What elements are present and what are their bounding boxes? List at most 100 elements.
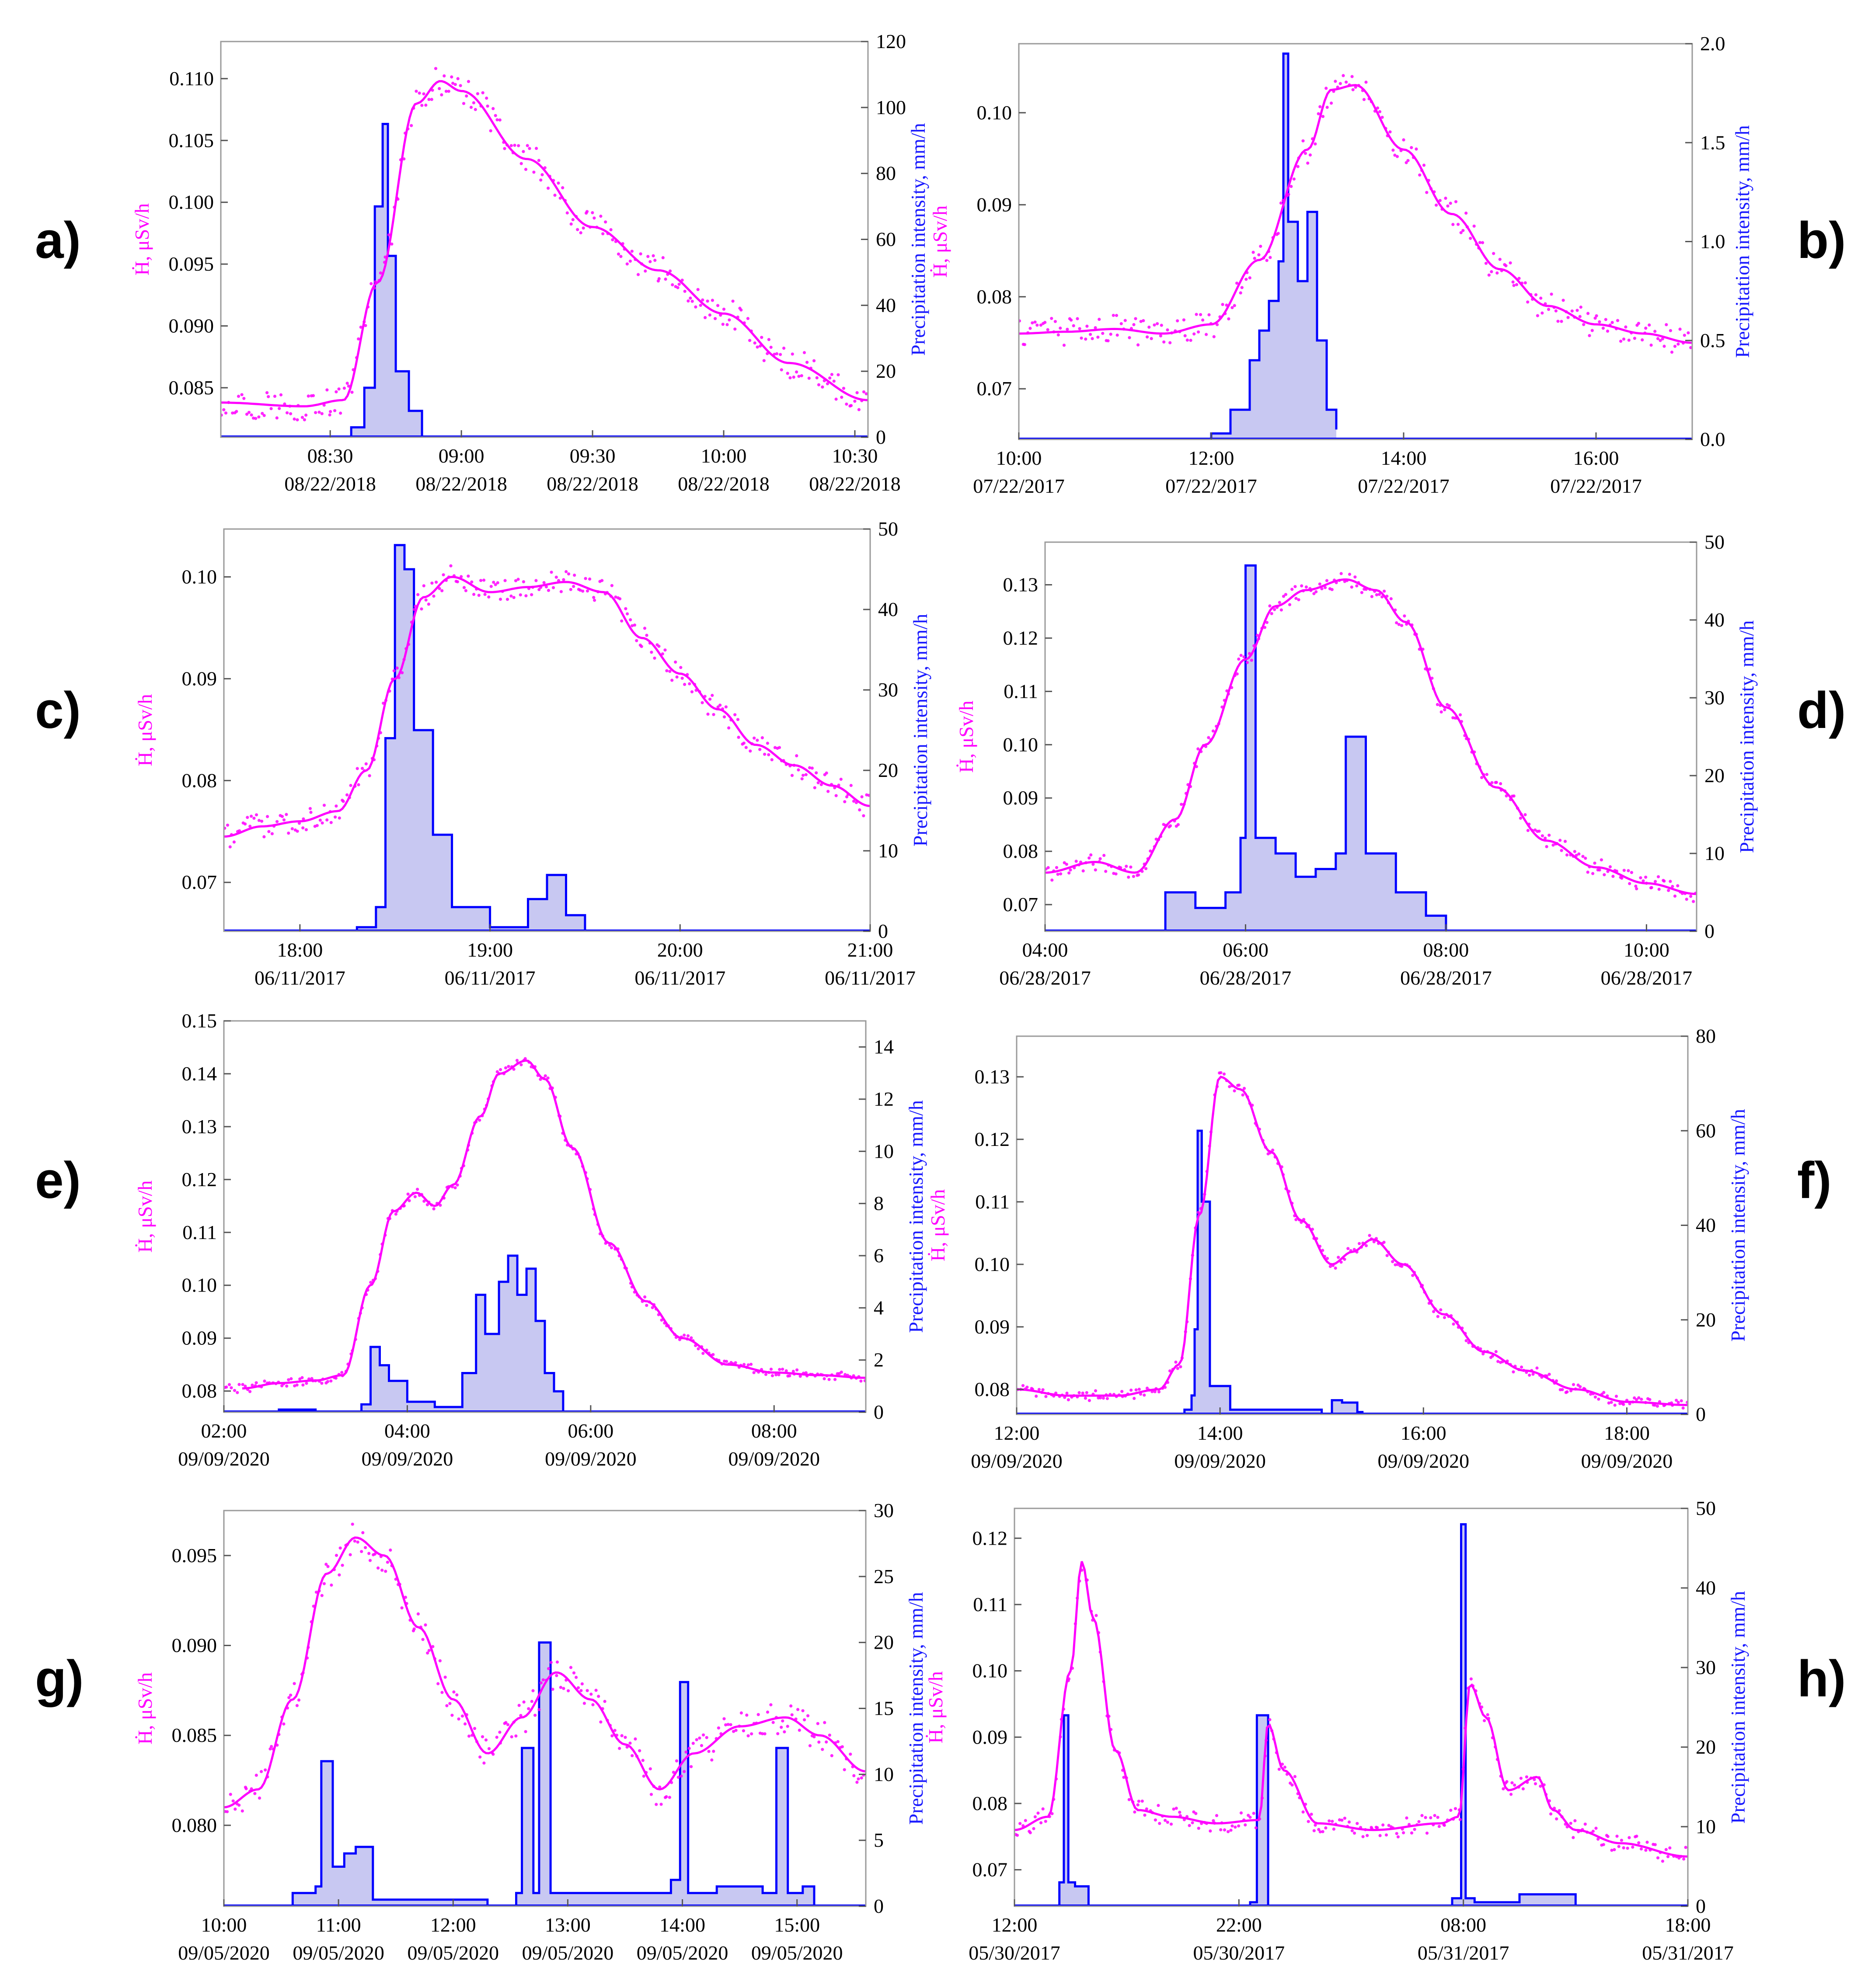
dose-point xyxy=(1259,244,1262,248)
dose-point xyxy=(1317,112,1320,115)
dose-point xyxy=(1584,856,1587,860)
dose-point xyxy=(1435,203,1438,207)
dose-point xyxy=(1630,871,1633,874)
dose-point xyxy=(1547,308,1551,311)
dose-point xyxy=(512,596,516,599)
dose-point xyxy=(1157,1390,1161,1393)
dose-point xyxy=(1174,1807,1178,1810)
dose-point xyxy=(1637,1841,1641,1845)
chart-panel-h: 0.07 0.08 0.09 0.10 0.11 0.12 0 10 20 30 40 50 12:00… xyxy=(924,1497,1846,1964)
dose-point xyxy=(769,1703,773,1706)
dose-point xyxy=(541,1678,545,1682)
y-left-tick-label: 0.09 xyxy=(977,193,1012,216)
dose-point xyxy=(1268,1718,1272,1721)
dose-point xyxy=(301,1383,305,1387)
dose-point xyxy=(1670,350,1674,354)
dose-point xyxy=(718,703,722,707)
dose-point xyxy=(1044,1395,1048,1398)
y-right-tick-label: 30 xyxy=(874,1499,894,1521)
x-tick-date: 09/09/2020 xyxy=(971,1450,1063,1472)
dose-point xyxy=(522,580,525,584)
dose-point xyxy=(387,233,391,237)
dose-point xyxy=(711,299,714,302)
dose-point xyxy=(729,1723,732,1727)
dose-point xyxy=(510,1735,513,1739)
dose-point xyxy=(1615,1835,1619,1838)
y-right-tick-label: 60 xyxy=(876,228,896,251)
dose-point xyxy=(725,323,729,327)
dose-point xyxy=(1382,1240,1386,1244)
dose-point xyxy=(1338,1818,1342,1821)
dose-point xyxy=(495,118,499,122)
dose-point xyxy=(1502,1787,1505,1790)
dose-point xyxy=(250,815,253,818)
dose-point xyxy=(852,1774,856,1777)
dose-point xyxy=(852,799,856,803)
dose-point xyxy=(690,299,694,303)
y-left-tick-label: 0.080 xyxy=(172,1814,217,1836)
dose-point xyxy=(1270,612,1273,615)
dose-point xyxy=(445,1704,449,1707)
dose-point xyxy=(1517,277,1521,280)
dose-point xyxy=(674,660,677,664)
dose-point xyxy=(1384,1833,1388,1837)
dose-point xyxy=(1469,1677,1473,1681)
y-right-tick-label: 30 xyxy=(1696,1656,1716,1678)
dose-point xyxy=(1461,229,1465,232)
dose-point xyxy=(1133,1810,1136,1814)
dose-point xyxy=(631,1754,634,1758)
dose-point xyxy=(1547,833,1551,837)
dose-point xyxy=(1662,879,1666,883)
dose-point xyxy=(413,1195,417,1198)
dose-point xyxy=(1139,1393,1143,1396)
dose-point xyxy=(1657,888,1661,891)
dose-point xyxy=(625,262,629,266)
chart-panel-g: 0.080 0.085 0.090 0.095 0 5 10 15 20 25 30 10:00 09/… xyxy=(35,1499,927,1964)
chart-panel-d: 0.07 0.08 0.09 0.10 0.11 0.12 0.13 0 10 20 30 40 50 0… xyxy=(955,531,1846,989)
dose-point xyxy=(855,1780,859,1784)
dose-point xyxy=(320,1594,324,1597)
dose-point xyxy=(821,1748,824,1751)
dose-point xyxy=(1055,866,1059,869)
dose-point xyxy=(722,715,726,719)
dose-point xyxy=(1644,1849,1648,1852)
dose-point xyxy=(1143,1393,1146,1397)
dose-point xyxy=(1136,1803,1140,1807)
dose-point xyxy=(524,594,528,598)
dose-point xyxy=(1509,261,1512,265)
dose-point xyxy=(460,1714,464,1718)
dose-point xyxy=(257,818,261,822)
dose-point xyxy=(1230,1824,1234,1828)
dose-point xyxy=(507,1065,510,1068)
dose-point xyxy=(1065,863,1068,866)
dose-point xyxy=(295,1704,299,1707)
dose-point xyxy=(825,771,828,775)
dose-point xyxy=(815,376,819,379)
dose-point xyxy=(636,273,640,276)
dose-point xyxy=(1094,868,1097,872)
dose-point xyxy=(1560,849,1563,852)
dose-point xyxy=(1620,1838,1623,1842)
dose-point xyxy=(1221,303,1224,306)
dose-point xyxy=(782,346,786,350)
dose-point xyxy=(1526,300,1530,304)
dose-point xyxy=(1551,843,1555,847)
x-tick-date: 09/09/2020 xyxy=(178,1448,270,1470)
dose-point xyxy=(443,1675,447,1679)
dose-point xyxy=(1604,318,1607,321)
dose-point xyxy=(334,1376,338,1380)
dose-point xyxy=(1413,1828,1416,1831)
dose-point xyxy=(733,327,737,331)
dose-point xyxy=(1182,318,1185,322)
dose-point xyxy=(447,90,450,93)
dose-point xyxy=(1614,1395,1618,1398)
dose-point xyxy=(573,574,576,577)
dose-point xyxy=(1428,667,1431,671)
dose-point xyxy=(778,1368,781,1371)
dose-point xyxy=(1185,338,1189,342)
x-tick-date: 07/22/2017 xyxy=(1358,475,1450,497)
dose-point xyxy=(416,1612,420,1615)
dose-point xyxy=(803,1718,806,1722)
dose-point xyxy=(1114,872,1118,876)
dose-point xyxy=(1289,185,1293,188)
